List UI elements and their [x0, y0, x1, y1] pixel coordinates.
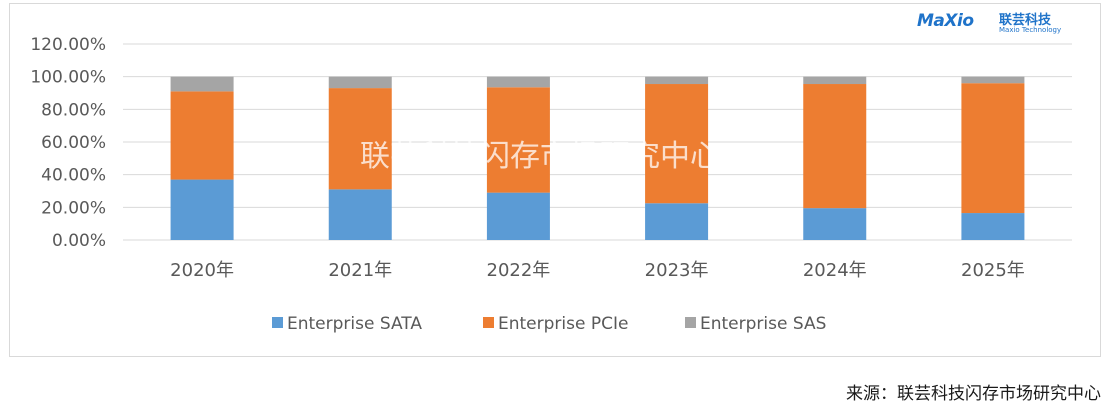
bar-segment: [645, 84, 709, 204]
maxio-logo: MaXio 联芸科技 Maxio Technology: [917, 9, 1077, 37]
bar-segment: [170, 179, 234, 240]
bar-segment: [486, 87, 550, 193]
bar-segment: [803, 76, 867, 85]
source-note: 来源：联芸科技闪存市场研究中心: [846, 384, 1101, 404]
legend-label: Enterprise PCIe: [498, 314, 628, 334]
bar-segment: [328, 76, 392, 89]
gridlines: [123, 43, 1072, 241]
y-tick-label: 80.00%: [41, 100, 106, 120]
x-tick-label: 2023年: [645, 260, 709, 281]
bars: [170, 76, 1025, 240]
logo-mark: MaXio: [917, 11, 974, 31]
bar-segment: [328, 189, 392, 240]
y-tick-label: 120.00%: [30, 35, 106, 55]
x-tick-label: 2022年: [487, 260, 551, 281]
y-tick-label: 100.00%: [30, 68, 106, 88]
y-tick-label: 20.00%: [41, 198, 106, 218]
logo-name-cn: 联芸科技: [999, 13, 1052, 28]
bar-segment: [328, 88, 392, 190]
x-tick-label: 2021年: [328, 260, 392, 281]
bar-segment: [170, 91, 234, 180]
y-tick-label: 40.00%: [41, 166, 106, 186]
legend: Enterprise SATA Enterprise PCIe Enterprise…: [272, 314, 826, 334]
legend-swatch: [685, 317, 696, 328]
bar-segment: [803, 208, 867, 240]
y-tick-label: 60.00%: [41, 133, 106, 153]
y-tick-label: 0.00%: [52, 231, 106, 251]
legend-swatch: [483, 317, 494, 328]
bar-segment: [645, 76, 709, 85]
x-tick-label: 2020年: [170, 260, 234, 281]
legend-label: Enterprise SAS: [700, 314, 826, 334]
bar-segment: [961, 213, 1025, 240]
x-axis-ticks: 2020年 2021年 2022年 2023年 2024年 2025年: [170, 260, 1025, 281]
y-axis-ticks: 0.00% 20.00% 40.00% 60.00% 80.00% 100.00% 120.…: [30, 35, 106, 251]
legend-swatch: [272, 317, 283, 328]
x-tick-label: 2025年: [961, 260, 1025, 281]
legend-label: Enterprise SATA: [287, 314, 422, 334]
x-tick-label: 2024年: [803, 260, 867, 281]
bar-segment: [961, 76, 1025, 84]
bar-segment: [486, 192, 550, 240]
bar-segment: [961, 83, 1025, 214]
watermark: 联芸科技闪存市场研究中心: [360, 139, 720, 174]
logo-name-en: Maxio Technology: [999, 26, 1062, 34]
bar-segment: [170, 76, 234, 92]
bar-segment: [486, 76, 550, 88]
bar-segment: [803, 84, 867, 209]
bar-segment: [645, 203, 709, 240]
